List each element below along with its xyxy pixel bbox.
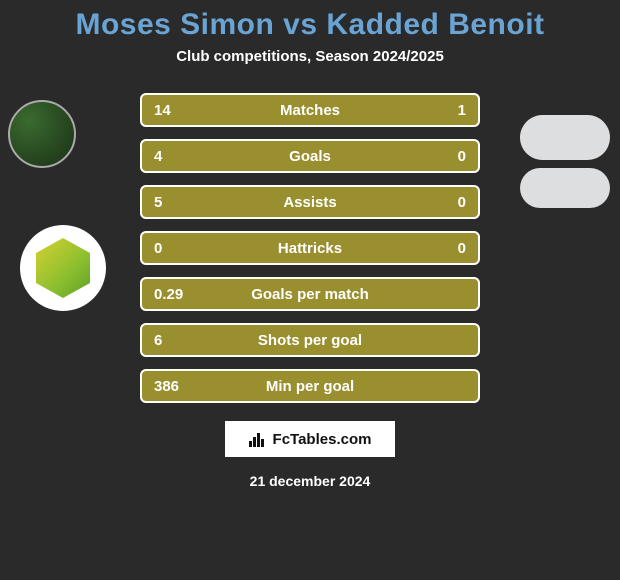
stat-label: Goals per match [214,286,406,303]
stat-left-value: 4 [154,148,214,165]
stat-label: Min per goal [214,378,406,395]
stats-list: 14 Matches 1 4 Goals 0 5 Assists 0 0 Hat… [140,93,480,403]
stat-row: 0 Hattricks 0 [140,231,480,265]
bars-icon [249,431,267,447]
stat-row: 0.29 Goals per match [140,277,480,311]
stat-label: Shots per goal [214,332,406,349]
fctables-watermark: FcTables.com [225,421,395,457]
date-label: 21 december 2024 [0,473,620,489]
stat-right-value: 0 [406,240,466,257]
stat-left-value: 5 [154,194,214,211]
stat-right-value: 0 [406,148,466,165]
stat-row: 6 Shots per goal [140,323,480,357]
stat-label: Hattricks [214,240,406,257]
comparison-card: Moses Simon vs Kadded Benoit Club compet… [0,0,620,580]
stat-row: 4 Goals 0 [140,139,480,173]
player-right-avatar-2 [520,168,610,208]
club-badge-icon [33,238,93,298]
stat-left-value: 0 [154,240,214,257]
stat-left-value: 386 [154,378,214,395]
player-left-club-logo [20,225,106,311]
stat-label: Assists [214,194,406,211]
player-right-avatar-1 [520,115,610,160]
stat-row: 5 Assists 0 [140,185,480,219]
stat-row: 14 Matches 1 [140,93,480,127]
player-left-avatar [8,100,76,168]
page-title: Moses Simon vs Kadded Benoit [0,8,620,42]
stat-left-value: 14 [154,102,214,119]
fctables-label: FcTables.com [273,431,372,448]
stat-left-value: 0.29 [154,286,214,303]
stat-left-value: 6 [154,332,214,349]
stat-label: Matches [214,102,406,119]
subtitle: Club competitions, Season 2024/2025 [0,48,620,65]
stat-row: 386 Min per goal [140,369,480,403]
stat-label: Goals [214,148,406,165]
stat-right-value: 0 [406,194,466,211]
stat-right-value: 1 [406,102,466,119]
